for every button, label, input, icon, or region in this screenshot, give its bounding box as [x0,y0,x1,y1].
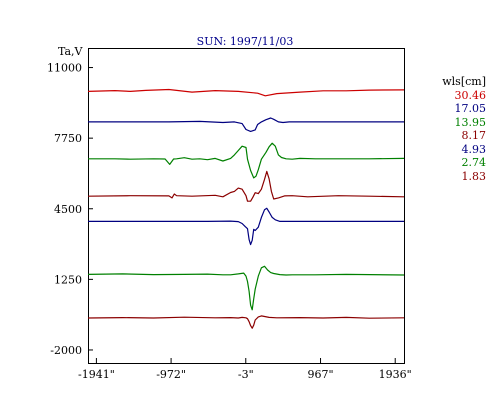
y-tick-label: 11000 [47,62,82,75]
x-tick-label: 1936" [379,368,412,381]
series-line-30-46 [87,88,405,97]
legend-entry-1: 17.05 [454,102,487,115]
x-tick-label: 967" [307,368,333,381]
legend-entry-6: 1.83 [461,169,487,183]
series-line-2-74 [87,265,405,311]
legend-entries: 30.46 17.05 13.95 8.17 4.93 2.74 1.83 [420,88,487,184]
y-tick-label: 4500 [54,203,82,216]
x-tick-label: -1941" [78,368,115,381]
legend: wls[cm] 30.46 17.05 13.95 8.17 4.93 2.74 1.83 [420,75,486,183]
y-tick-label: 1250 [54,273,82,286]
legend-entry-2: 13.95 [454,115,487,129]
series-line-17-05 [88,117,404,132]
y-axis-label: Ta,V [58,45,84,58]
series-line-13-95 [88,142,405,179]
legend-entry-4: 4.93 [461,142,487,156]
legend-entry-0: 30.46 [454,88,487,102]
x-tick-label: -972" [156,368,186,381]
x-tick-label: -3" [238,368,254,381]
plot-frame [88,48,405,364]
series-line-4-93 [88,207,404,246]
series-line-8-17 [87,170,405,202]
legend-entry-5: 2.74 [461,156,487,169]
y-tick-label: 7750 [54,132,82,145]
legend-entry-3: 8.17 [461,129,487,142]
series-layer [87,88,405,329]
axis-ticks: 11000 7750 4500 1250 -2000 -1941" -972" -3" 967"… [47,62,412,381]
legend-title: wls[cm] [442,75,486,88]
chart-title: SUN: 1997/11/03 [197,35,294,48]
y-tick-label: -2000 [50,344,82,357]
series-line-1-83 [87,315,405,329]
